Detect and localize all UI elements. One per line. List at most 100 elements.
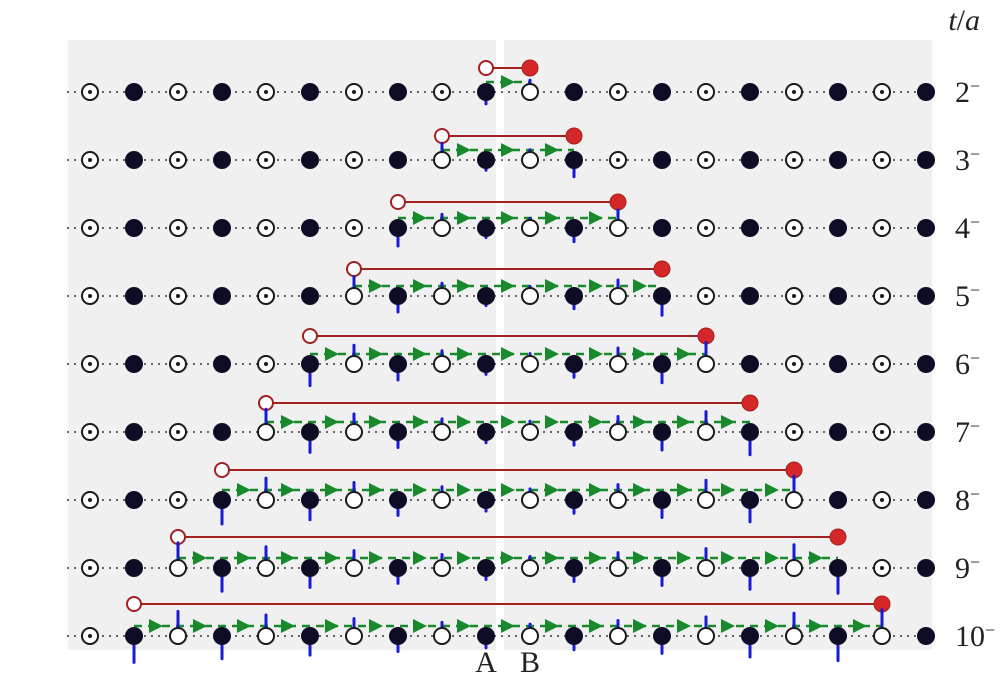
site-filled	[125, 559, 143, 577]
site-open-dot	[792, 362, 796, 366]
site-filled	[389, 151, 407, 169]
site-open	[610, 424, 626, 440]
site-filled	[213, 151, 231, 169]
site-filled	[829, 219, 847, 237]
red-start-icon	[303, 329, 317, 343]
site-open-dot	[880, 362, 884, 366]
site-filled	[213, 627, 231, 645]
site-filled	[565, 83, 583, 101]
site-open-dot	[880, 90, 884, 94]
red-start-icon	[479, 61, 493, 75]
site-open	[170, 628, 186, 644]
site-open	[434, 152, 450, 168]
red-end-icon	[830, 529, 846, 545]
site-open-dot	[616, 158, 620, 162]
site-open	[522, 220, 538, 236]
site-filled	[301, 151, 319, 169]
site-filled	[477, 491, 495, 509]
site-filled	[829, 559, 847, 577]
site-open	[610, 560, 626, 576]
site-filled	[477, 559, 495, 577]
site-open-dot	[704, 158, 708, 162]
red-start-icon	[215, 463, 229, 477]
site-open	[522, 288, 538, 304]
site-open-dot	[88, 158, 92, 162]
site-filled	[301, 355, 319, 373]
site-open-dot	[704, 226, 708, 230]
site-open	[522, 356, 538, 372]
site-open-dot	[352, 226, 356, 230]
site-open	[610, 288, 626, 304]
site-filled	[301, 219, 319, 237]
site-filled	[389, 355, 407, 373]
site-open	[258, 424, 274, 440]
site-open	[346, 424, 362, 440]
site-filled	[389, 627, 407, 645]
red-start-icon	[435, 129, 449, 143]
site-open-dot	[176, 430, 180, 434]
site-filled	[917, 83, 935, 101]
site-open-dot	[792, 158, 796, 162]
site-open-dot	[264, 294, 268, 298]
red-start-icon	[347, 262, 361, 276]
site-open-dot	[880, 430, 884, 434]
site-open	[170, 560, 186, 576]
site-open	[610, 356, 626, 372]
site-filled	[829, 423, 847, 441]
site-open	[434, 628, 450, 644]
site-open-dot	[352, 90, 356, 94]
site-filled	[477, 627, 495, 645]
site-open	[434, 356, 450, 372]
site-open	[698, 424, 714, 440]
site-filled	[301, 287, 319, 305]
site-open-dot	[704, 90, 708, 94]
site-open	[258, 560, 274, 576]
axis-title: t/a	[948, 4, 980, 37]
label-B: B	[520, 646, 540, 679]
site-filled	[477, 423, 495, 441]
site-open-dot	[616, 90, 620, 94]
site-filled	[301, 423, 319, 441]
site-filled	[653, 355, 671, 373]
site-open	[258, 628, 274, 644]
site-filled	[477, 83, 495, 101]
site-open	[698, 628, 714, 644]
site-open	[786, 628, 802, 644]
site-open-dot	[880, 226, 884, 230]
site-filled	[565, 151, 583, 169]
site-filled	[829, 287, 847, 305]
site-open-dot	[704, 294, 708, 298]
red-end-icon	[654, 261, 670, 277]
site-filled	[917, 423, 935, 441]
red-start-icon	[391, 195, 405, 209]
site-filled	[477, 151, 495, 169]
site-open	[346, 356, 362, 372]
site-open	[346, 560, 362, 576]
site-filled	[125, 83, 143, 101]
site-filled	[213, 287, 231, 305]
site-open	[610, 628, 626, 644]
site-open-dot	[880, 498, 884, 502]
site-open-dot	[264, 158, 268, 162]
site-open-dot	[88, 430, 92, 434]
site-filled	[301, 491, 319, 509]
site-filled	[213, 355, 231, 373]
site-filled	[653, 287, 671, 305]
site-open	[522, 492, 538, 508]
site-open-dot	[792, 294, 796, 298]
site-filled	[829, 83, 847, 101]
site-filled	[213, 83, 231, 101]
site-filled	[213, 491, 231, 509]
site-filled	[301, 627, 319, 645]
site-open-dot	[264, 362, 268, 366]
site-filled	[917, 491, 935, 509]
site-filled	[125, 491, 143, 509]
site-filled	[653, 83, 671, 101]
site-open	[522, 152, 538, 168]
site-filled	[741, 83, 759, 101]
site-open-dot	[176, 226, 180, 230]
site-filled	[477, 287, 495, 305]
site-filled	[389, 219, 407, 237]
site-filled	[301, 559, 319, 577]
site-open-dot	[176, 294, 180, 298]
